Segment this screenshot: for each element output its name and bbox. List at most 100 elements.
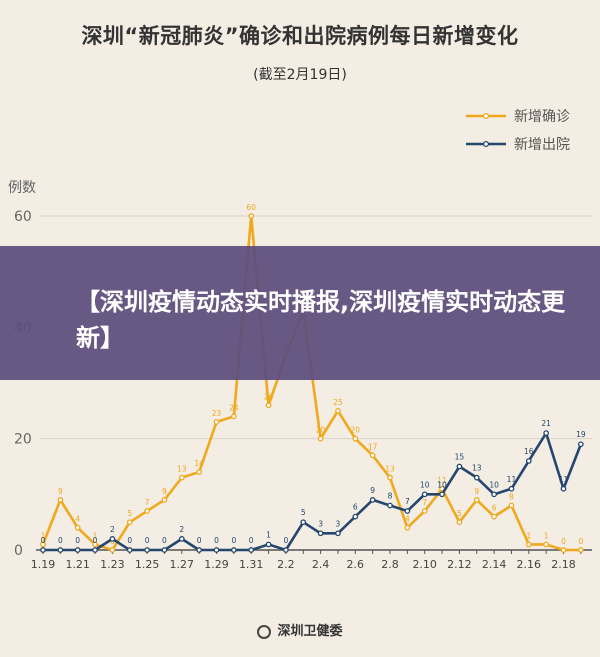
data-label: 3 xyxy=(336,519,341,528)
data-label: 3 xyxy=(318,519,323,528)
data-point xyxy=(577,547,584,553)
legend-label: 新增确诊 xyxy=(514,109,570,125)
data-point xyxy=(473,497,480,503)
data-label: 2 xyxy=(110,525,115,534)
data-label: 20 xyxy=(316,426,326,435)
x-tick-label: 1.27 xyxy=(170,558,195,571)
x-tick-label: 2.2 xyxy=(277,558,295,571)
data-point xyxy=(335,530,341,537)
chart-title: 深圳“新冠肺炎”确诊和出院病例每日新增变化 xyxy=(81,24,519,48)
source-footer: 深圳卫健委 xyxy=(0,620,600,639)
data-point xyxy=(352,435,359,442)
health-commission-logo-icon xyxy=(257,625,272,639)
data-label: 7 xyxy=(422,498,427,507)
data-label: 15 xyxy=(455,453,465,462)
y-tick-label: 60 xyxy=(14,209,32,225)
x-tick-label: 2.18 xyxy=(551,558,576,571)
data-label: 0 xyxy=(197,536,202,545)
data-point xyxy=(525,541,532,548)
data-point xyxy=(144,508,150,514)
data-label: 4 xyxy=(75,515,80,524)
y-tick-label: 20 xyxy=(14,432,32,448)
data-point xyxy=(161,497,168,503)
data-point xyxy=(109,547,116,553)
data-point xyxy=(473,474,480,481)
data-point xyxy=(74,524,81,531)
data-label: 0 xyxy=(93,536,98,545)
data-point xyxy=(543,541,550,548)
data-label: 5 xyxy=(127,509,132,518)
data-point xyxy=(456,463,463,470)
data-label: 0 xyxy=(75,536,80,545)
data-label: 10 xyxy=(489,480,499,489)
source-label: 深圳卫健委 xyxy=(277,624,343,639)
data-label: 9 xyxy=(474,487,479,496)
data-label: 9 xyxy=(370,486,375,495)
data-point xyxy=(369,452,376,459)
data-point xyxy=(421,508,428,514)
data-point xyxy=(126,519,133,526)
data-point xyxy=(508,502,515,509)
data-label: 7 xyxy=(145,498,150,507)
data-label: 0 xyxy=(284,536,289,545)
data-point xyxy=(40,547,46,553)
x-tick-label: 1.19 xyxy=(31,558,56,571)
data-point xyxy=(543,430,550,436)
x-tick-label: 2.12 xyxy=(447,558,472,571)
data-point xyxy=(92,547,98,553)
data-point xyxy=(387,502,393,509)
data-point xyxy=(352,513,359,520)
data-point xyxy=(369,497,376,503)
data-point xyxy=(456,519,463,526)
data-point xyxy=(508,485,515,492)
data-point xyxy=(57,547,64,553)
data-label: 25 xyxy=(333,398,343,407)
data-label: 0 xyxy=(231,536,236,545)
data-label: 1 xyxy=(266,530,271,539)
data-point xyxy=(560,485,567,492)
data-label: 11 xyxy=(507,475,517,484)
line-chart: 0204060例数1.191.211.231.251.271.291.312.2… xyxy=(8,109,592,571)
data-label: 11 xyxy=(559,475,569,484)
data-point xyxy=(265,541,272,548)
data-point xyxy=(577,441,584,448)
legend-label: 新增出院 xyxy=(514,137,570,153)
data-label: 0 xyxy=(145,536,150,545)
data-label: 6 xyxy=(492,504,497,513)
data-label: 14 xyxy=(194,459,204,468)
data-label: 0 xyxy=(41,536,46,545)
data-label: 8 xyxy=(388,491,393,500)
data-label: 9 xyxy=(58,487,63,496)
data-point xyxy=(213,547,220,553)
data-label: 9 xyxy=(162,487,167,496)
x-tick-label: 2.14 xyxy=(482,558,507,571)
series-line-discharged xyxy=(43,431,583,552)
data-label: 0 xyxy=(561,537,566,546)
data-point xyxy=(92,541,98,548)
data-point xyxy=(196,547,202,553)
data-label: 1 xyxy=(41,531,46,540)
legend-marker xyxy=(482,140,490,148)
x-tick-label: 1.29 xyxy=(204,558,229,571)
data-point xyxy=(283,547,289,553)
data-point xyxy=(40,541,46,548)
data-point xyxy=(387,474,393,481)
x-tick-label: 2.8 xyxy=(381,558,399,571)
y-axis-label: 例数 xyxy=(8,180,36,196)
data-label: 24 xyxy=(229,403,239,412)
data-point xyxy=(109,536,116,542)
data-label: 0 xyxy=(58,536,63,545)
data-point xyxy=(126,547,133,553)
data-label: 21 xyxy=(541,419,551,428)
data-label: 13 xyxy=(385,465,395,474)
data-label: 1 xyxy=(526,531,531,540)
data-label: 0 xyxy=(578,537,583,546)
x-tick-label: 2.16 xyxy=(517,558,542,571)
y-tick-label: 0 xyxy=(14,543,23,559)
data-label: 0 xyxy=(162,536,167,545)
data-label: 4 xyxy=(405,515,410,524)
data-point xyxy=(178,474,185,481)
data-label: 0 xyxy=(249,536,254,545)
x-tick-label: 1.31 xyxy=(239,558,264,571)
